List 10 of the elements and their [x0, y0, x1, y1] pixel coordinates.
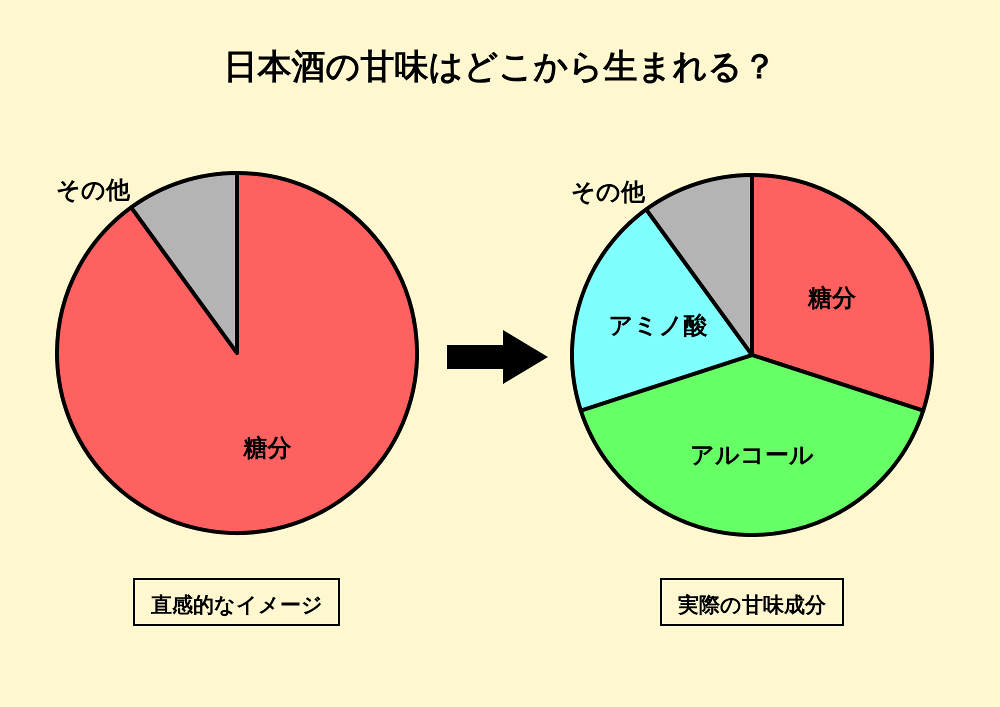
text: 実際の甘味成分: [677, 593, 827, 617]
pie-slice: [55, 171, 419, 535]
text: 日本酒の甘味はどこから生まれる？: [224, 47, 776, 87]
slice-label: アルコール: [690, 441, 814, 469]
slice-label: 糖分: [807, 284, 858, 312]
slice-label: その他: [56, 176, 131, 204]
slice-label: その他: [570, 178, 646, 206]
text: 直感的なイメージ: [150, 593, 323, 617]
slice-label: 糖分: [242, 434, 293, 462]
slice-label: アミノ酸: [608, 311, 708, 340]
